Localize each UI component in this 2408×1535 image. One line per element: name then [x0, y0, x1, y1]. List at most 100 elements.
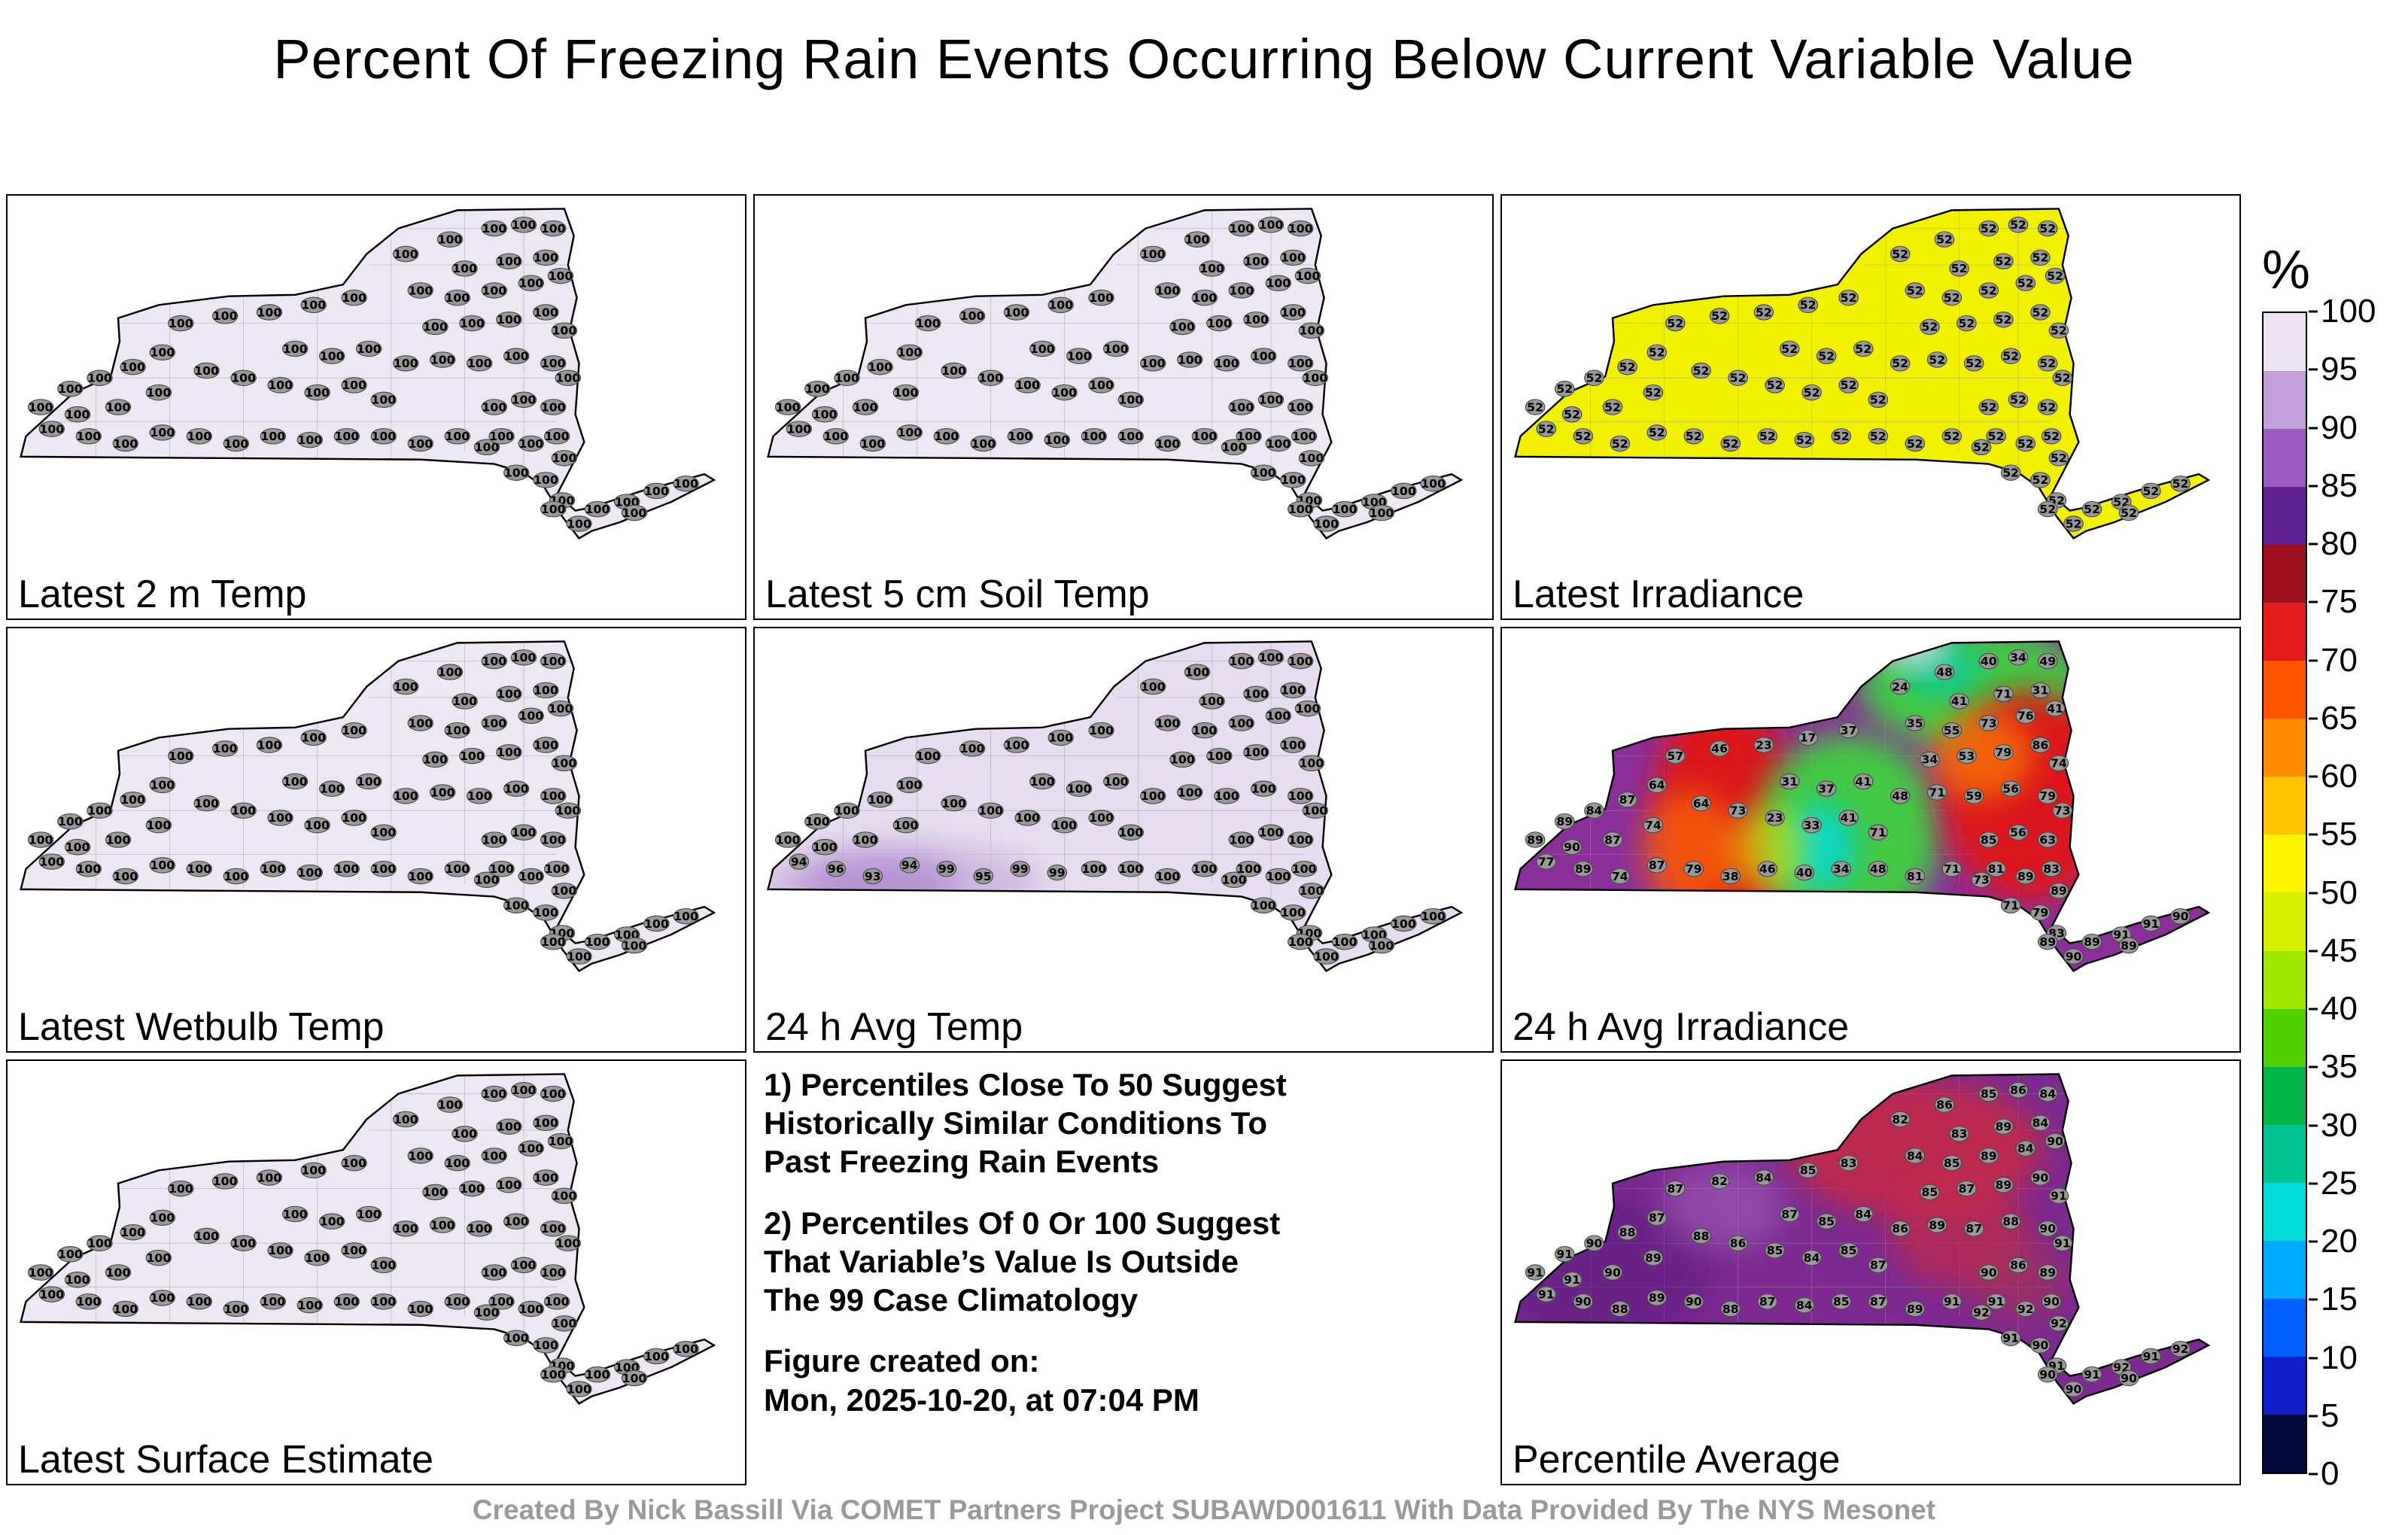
svg-text:100: 100	[1185, 233, 1210, 247]
svg-text:52: 52	[1575, 430, 1592, 443]
svg-text:85: 85	[1833, 1295, 1850, 1309]
colorbar-segment	[2264, 834, 2306, 893]
svg-text:100: 100	[541, 1087, 566, 1101]
svg-text:100: 100	[1303, 804, 1327, 818]
svg-text:100: 100	[585, 503, 610, 516]
svg-text:52: 52	[2032, 251, 2048, 265]
svg-text:90: 90	[2066, 950, 2082, 963]
svg-text:100: 100	[65, 1273, 90, 1287]
svg-text:52: 52	[1907, 284, 1923, 297]
svg-text:100: 100	[541, 503, 566, 516]
svg-text:100: 100	[541, 1222, 566, 1236]
svg-text:100: 100	[1314, 517, 1339, 530]
svg-text:90: 90	[2039, 1222, 2056, 1236]
svg-text:89: 89	[2039, 935, 2056, 949]
svg-text:100: 100	[1030, 775, 1055, 789]
note-figure-created: Figure created on: Mon, 2025-10-20, at 0…	[764, 1343, 1199, 1418]
svg-text:89: 89	[1907, 1302, 1923, 1316]
svg-text:100: 100	[504, 899, 529, 913]
svg-text:71: 71	[1995, 688, 2011, 701]
svg-text:100: 100	[297, 433, 322, 447]
svg-text:100: 100	[1288, 222, 1313, 236]
svg-text:79: 79	[2039, 789, 2056, 803]
panel-latest-surface-estimate: 100 100 100 100 100 100 100 100 100 100 100 100 100 1…	[6, 1059, 746, 1485]
svg-text:100: 100	[860, 437, 885, 451]
svg-text:52: 52	[1527, 400, 1543, 414]
svg-text:46: 46	[1711, 742, 1728, 755]
svg-text:100: 100	[805, 382, 830, 396]
svg-text:100: 100	[342, 1157, 366, 1170]
svg-text:100: 100	[776, 833, 801, 847]
svg-text:100: 100	[65, 840, 90, 854]
svg-text:100: 100	[1229, 833, 1254, 847]
svg-text:91: 91	[2142, 917, 2159, 931]
svg-text:52: 52	[2017, 437, 2034, 451]
svg-text:100: 100	[1215, 357, 1239, 370]
svg-text:87: 87	[1649, 1211, 1665, 1225]
svg-text:52: 52	[2010, 218, 2026, 232]
svg-text:100: 100	[1222, 874, 1247, 887]
svg-text:52: 52	[1538, 422, 1555, 436]
svg-text:100: 100	[518, 1302, 543, 1316]
svg-text:100: 100	[504, 350, 529, 363]
svg-text:52: 52	[1929, 353, 1945, 366]
svg-text:100: 100	[489, 1295, 514, 1309]
svg-text:100: 100	[430, 1218, 455, 1232]
svg-text:100: 100	[512, 394, 537, 407]
svg-text:100: 100	[567, 950, 591, 963]
svg-text:88: 88	[1612, 1302, 1628, 1316]
svg-text:100: 100	[1207, 749, 1232, 763]
panel-24h-avg-irradiance: 57 46 23 17 37 24 48 40 34 49 41 71 31 35 55 73 76 41 34 53…	[1500, 627, 2241, 1053]
svg-text:100: 100	[1081, 430, 1106, 443]
colorbar-tick-label: 25	[2309, 1165, 2358, 1202]
svg-text:100: 100	[213, 742, 238, 755]
svg-text:100: 100	[518, 710, 543, 723]
svg-text:100: 100	[518, 437, 543, 451]
svg-text:100: 100	[1370, 506, 1394, 520]
svg-text:100: 100	[776, 400, 801, 414]
svg-text:100: 100	[916, 749, 941, 763]
svg-text:100: 100	[467, 1222, 492, 1236]
svg-text:88: 88	[1693, 1230, 1710, 1243]
svg-text:100: 100	[541, 655, 566, 668]
svg-text:100: 100	[342, 1244, 366, 1257]
svg-text:100: 100	[1048, 731, 1073, 745]
svg-text:100: 100	[394, 1113, 418, 1126]
svg-text:52: 52	[1781, 342, 1798, 356]
svg-text:77: 77	[1538, 855, 1555, 868]
svg-text:100: 100	[1155, 870, 1180, 883]
colorbar-segment	[2264, 1298, 2306, 1357]
svg-text:100: 100	[1118, 862, 1143, 876]
svg-text:100: 100	[518, 277, 543, 290]
svg-text:86: 86	[1892, 1222, 1908, 1236]
svg-text:100: 100	[113, 870, 138, 883]
svg-text:52: 52	[2032, 305, 2048, 319]
svg-text:100: 100	[87, 372, 112, 385]
svg-text:100: 100	[445, 430, 470, 443]
svg-text:52: 52	[1892, 248, 1908, 261]
svg-text:100: 100	[1288, 357, 1313, 370]
svg-text:100: 100	[1178, 786, 1202, 799]
svg-text:87: 87	[1759, 1295, 1776, 1309]
svg-text:100: 100	[467, 357, 492, 370]
panel-label-latest-wetbulb-temp: Latest Wetbulb Temp	[18, 1005, 385, 1049]
svg-text:100: 100	[482, 1149, 506, 1163]
svg-text:100: 100	[87, 804, 112, 818]
colorbar-unit-label: %	[2262, 240, 2311, 300]
svg-text:100: 100	[1192, 291, 1217, 305]
panel-24h-avg-temp: 100 100 100 100 100 100 100 100 100 100 100 100 100 1…	[753, 627, 1494, 1053]
svg-text:100: 100	[549, 702, 573, 716]
svg-text:79: 79	[2032, 906, 2048, 919]
svg-text:100: 100	[1207, 317, 1232, 330]
svg-text:52: 52	[1944, 291, 1960, 305]
svg-text:56: 56	[2002, 783, 2019, 796]
colorbar-segment	[2264, 950, 2306, 1009]
svg-text:100: 100	[231, 372, 256, 385]
svg-text:100: 100	[357, 1208, 382, 1221]
svg-text:52: 52	[1686, 430, 1702, 443]
svg-text:100: 100	[58, 382, 83, 396]
colorbar-segment	[2264, 1124, 2306, 1183]
svg-text:100: 100	[541, 935, 566, 949]
svg-text:96: 96	[828, 862, 844, 876]
svg-text:100: 100	[187, 430, 211, 443]
